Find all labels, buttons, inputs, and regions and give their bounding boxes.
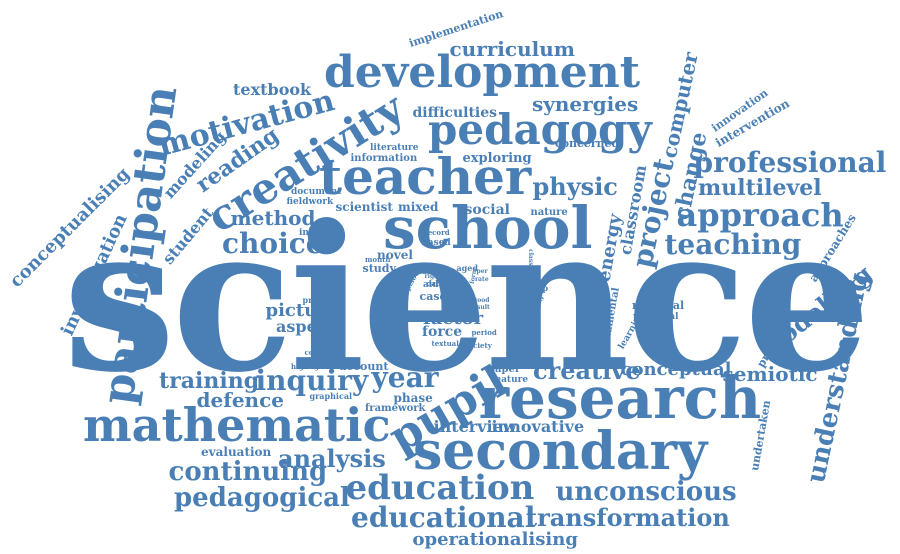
word-innovative: innovative (491, 417, 585, 436)
word-right: right (424, 273, 442, 280)
word-case: case (419, 289, 447, 303)
word-concerned: concerned (555, 136, 620, 150)
word-paper: paper (488, 364, 521, 375)
word-aged: aged (456, 263, 478, 273)
word-aspect: aspect (276, 317, 334, 336)
word-record: record (424, 227, 450, 237)
word-inform: inform (299, 227, 334, 238)
word-secondary: secondary (413, 421, 708, 482)
word-scientist: scientist (335, 200, 393, 214)
word-image: image (520, 293, 544, 303)
word-defence: defence (196, 388, 284, 412)
word-data: data (426, 278, 444, 288)
word-picture: picture (265, 300, 339, 321)
word-aid: aid (423, 279, 439, 290)
word-transformation: transformation (526, 503, 730, 532)
word-professional: professional (693, 146, 887, 179)
word-textual: textual (431, 338, 459, 348)
word-method: method (230, 206, 316, 230)
word-feature: feature (491, 374, 529, 385)
word-textbook: textbook (233, 80, 312, 99)
word-social: social (464, 202, 510, 218)
word-teaching: teaching (664, 228, 802, 261)
word-graphical: graphical (309, 391, 353, 401)
word-choice: choice (222, 227, 324, 260)
word-inquiry: inquiry (255, 364, 369, 397)
word-teacher: teacher (319, 147, 532, 206)
word-society: society (464, 340, 492, 350)
word-force: force (422, 324, 463, 340)
word-potential: potential (633, 311, 679, 322)
word-development: development (324, 47, 641, 98)
word-physic: physic (532, 172, 618, 201)
word-novel: novel (377, 248, 413, 262)
word-account: account (339, 359, 389, 373)
word-result: result (470, 304, 490, 311)
word-fieldwork: fieldwork (286, 196, 334, 207)
word-rate: rate (475, 276, 489, 283)
word-multilevel: multilevel (698, 175, 822, 201)
word-year: year (371, 361, 439, 394)
word-education: education (345, 468, 535, 508)
word-literature: literature (370, 142, 419, 153)
word-science: science (63, 182, 871, 417)
word-actual: actual (422, 269, 444, 276)
word-educational: educational (351, 501, 536, 534)
word-mathematic: mathematic (83, 398, 391, 452)
word-phase: phase (393, 391, 433, 405)
word-information: information (350, 153, 418, 164)
word-creative: creative (533, 356, 641, 385)
word-mixed: mixed (398, 200, 439, 214)
word-pedagogical: pedagogical (174, 483, 350, 513)
word-interview: interview (433, 417, 517, 436)
word-highlight: highlight (291, 361, 328, 371)
word-exploring: exploring (462, 150, 532, 166)
word-framework: framework (365, 403, 426, 414)
word-pedagogy: pedagogy (428, 105, 652, 154)
word-semiotic: semiotic (722, 362, 818, 386)
word-factor: factor (423, 308, 484, 329)
word-training: training (159, 368, 260, 394)
word-evaluation: evaluation (201, 445, 272, 459)
word-classes: classes (526, 249, 534, 273)
word-school: school (383, 194, 593, 262)
word-based: based (421, 237, 451, 248)
word-countric: countric (304, 347, 338, 357)
word-synergies: synergies (532, 92, 639, 116)
word-per: per (476, 268, 488, 275)
word-group: group (521, 283, 549, 293)
word-material: material (632, 298, 685, 312)
word-operationalising: operationalising (412, 529, 578, 550)
word-research: research (478, 364, 762, 432)
word-document: document (291, 186, 342, 197)
word-approach: approach (676, 196, 844, 234)
word-difficulties: difficulties (412, 105, 498, 121)
word-conceptual: conceptual (620, 359, 732, 380)
word-continuing: continuing (168, 457, 328, 487)
word-curriculum: curriculum (449, 37, 575, 61)
word-period: period (471, 327, 497, 337)
word-analysis: analysis (278, 444, 386, 473)
word-study: study (362, 261, 396, 275)
word-good: good (473, 297, 490, 304)
word-nature: nature (530, 207, 568, 218)
word-unconscious: unconscious (555, 477, 737, 507)
word-primary: primary (302, 295, 338, 305)
word-month: month (365, 254, 391, 264)
